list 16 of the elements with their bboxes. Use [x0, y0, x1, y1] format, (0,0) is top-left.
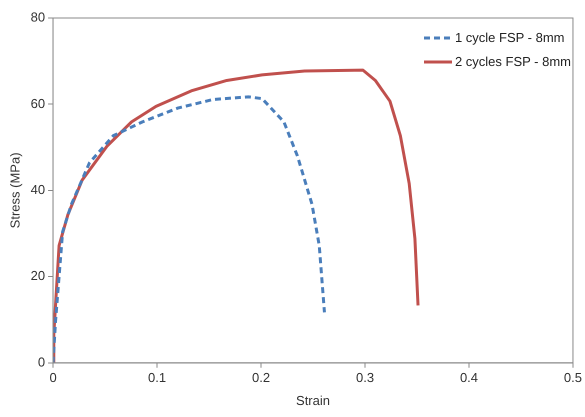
x-axis-title: Strain: [296, 392, 330, 408]
x-tick-label: 0.2: [252, 370, 270, 386]
x-tick-label: 0.3: [356, 370, 374, 386]
legend-label: 1 cycle FSP - 8mm: [454, 30, 564, 45]
y-tick-label: 0: [38, 354, 46, 370]
y-tick-label: 60: [30, 96, 46, 111]
y-axis-title: Stress (MPa): [7, 152, 22, 228]
legend-label: 2 cycles FSP - 8mm: [454, 54, 571, 69]
y-tick-label: 40: [30, 182, 46, 197]
x-tick-label: 0: [49, 370, 57, 386]
x-tick-label: 0.4: [460, 370, 478, 386]
x-tick-label: 0.1: [148, 370, 166, 386]
x-tick-label: 0.5: [564, 370, 582, 386]
y-tick-label: 20: [30, 268, 46, 284]
line-series: [53, 95, 326, 363]
y-tick-label: 80: [30, 10, 46, 25]
